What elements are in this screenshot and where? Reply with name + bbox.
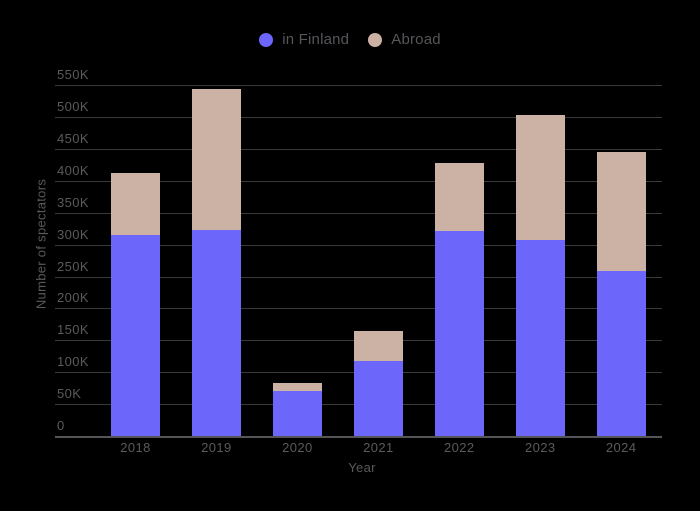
- x-tick-label-2021: 2021: [363, 440, 394, 455]
- y-tick-label-200K: 200K: [57, 290, 89, 306]
- x-tick-label-2018: 2018: [120, 440, 151, 455]
- y-tick-label-400K: 400K: [57, 162, 89, 178]
- bar-2024-abroad[interactable]: [596, 151, 646, 272]
- bar-2024-in-finland[interactable]: [596, 271, 646, 436]
- bar-2018-in-finland[interactable]: [111, 234, 160, 436]
- bar-2019-abroad[interactable]: [191, 89, 241, 231]
- legend-label-abroad: Abroad: [391, 31, 441, 48]
- legend-item-abroad[interactable]: Abroad: [368, 31, 441, 48]
- y-tick-label-0: 0: [57, 418, 65, 433]
- gridline-450K: [55, 149, 662, 151]
- y-tick-label-50K: 50K: [57, 386, 82, 402]
- legend-label-in-finland: in Finland: [282, 31, 350, 48]
- gridline-300K: [55, 244, 662, 246]
- y-tick-label-450K: 450K: [57, 131, 89, 147]
- y-tick-label-500K: 500K: [57, 99, 89, 115]
- x-tick-label-2024: 2024: [605, 440, 637, 455]
- gridline-250K: [55, 276, 662, 278]
- bar-2021-abroad[interactable]: [353, 330, 403, 361]
- bar-2019-in-finland[interactable]: [191, 230, 241, 436]
- bar-2022-in-finland[interactable]: [434, 230, 484, 436]
- legend-swatch-abroad-icon: [368, 32, 383, 47]
- gridline-200K: [55, 308, 662, 310]
- x-tick-label-2023: 2023: [524, 440, 556, 455]
- x-tick-label-2022: 2022: [444, 440, 475, 455]
- y-tick-label-250K: 250K: [57, 258, 89, 274]
- gridline-550K: [55, 85, 662, 87]
- y-tick-label-150K: 150K: [57, 322, 89, 338]
- y-tick-label-550K: 550K: [57, 67, 89, 83]
- y-tick-label-300K: 300K: [57, 226, 89, 242]
- bar-2023-abroad[interactable]: [515, 115, 565, 240]
- legend: in Finland Abroad: [0, 31, 700, 48]
- gridline-500K: [55, 117, 662, 119]
- legend-item-in-finland[interactable]: in Finland: [259, 31, 349, 48]
- x-tick-label-2019: 2019: [201, 440, 232, 455]
- legend-swatch-in-finland-icon: [259, 32, 274, 47]
- bar-2018-abroad[interactable]: [111, 173, 160, 235]
- y-tick-label-350K: 350K: [57, 194, 89, 210]
- gridline-350K: [55, 212, 662, 214]
- x-axis-line: [55, 436, 662, 438]
- bar-2020-abroad[interactable]: [272, 383, 322, 392]
- bar-2023-in-finland[interactable]: [515, 239, 565, 436]
- x-tick-label-2020: 2020: [282, 440, 313, 455]
- y-tick-label-100K: 100K: [57, 354, 89, 370]
- bar-2022-abroad[interactable]: [434, 163, 484, 231]
- bar-2020-in-finland[interactable]: [272, 391, 322, 436]
- x-axis-title: Year: [348, 460, 376, 475]
- gridline-400K: [55, 180, 662, 182]
- bar-2021-in-finland[interactable]: [353, 360, 403, 436]
